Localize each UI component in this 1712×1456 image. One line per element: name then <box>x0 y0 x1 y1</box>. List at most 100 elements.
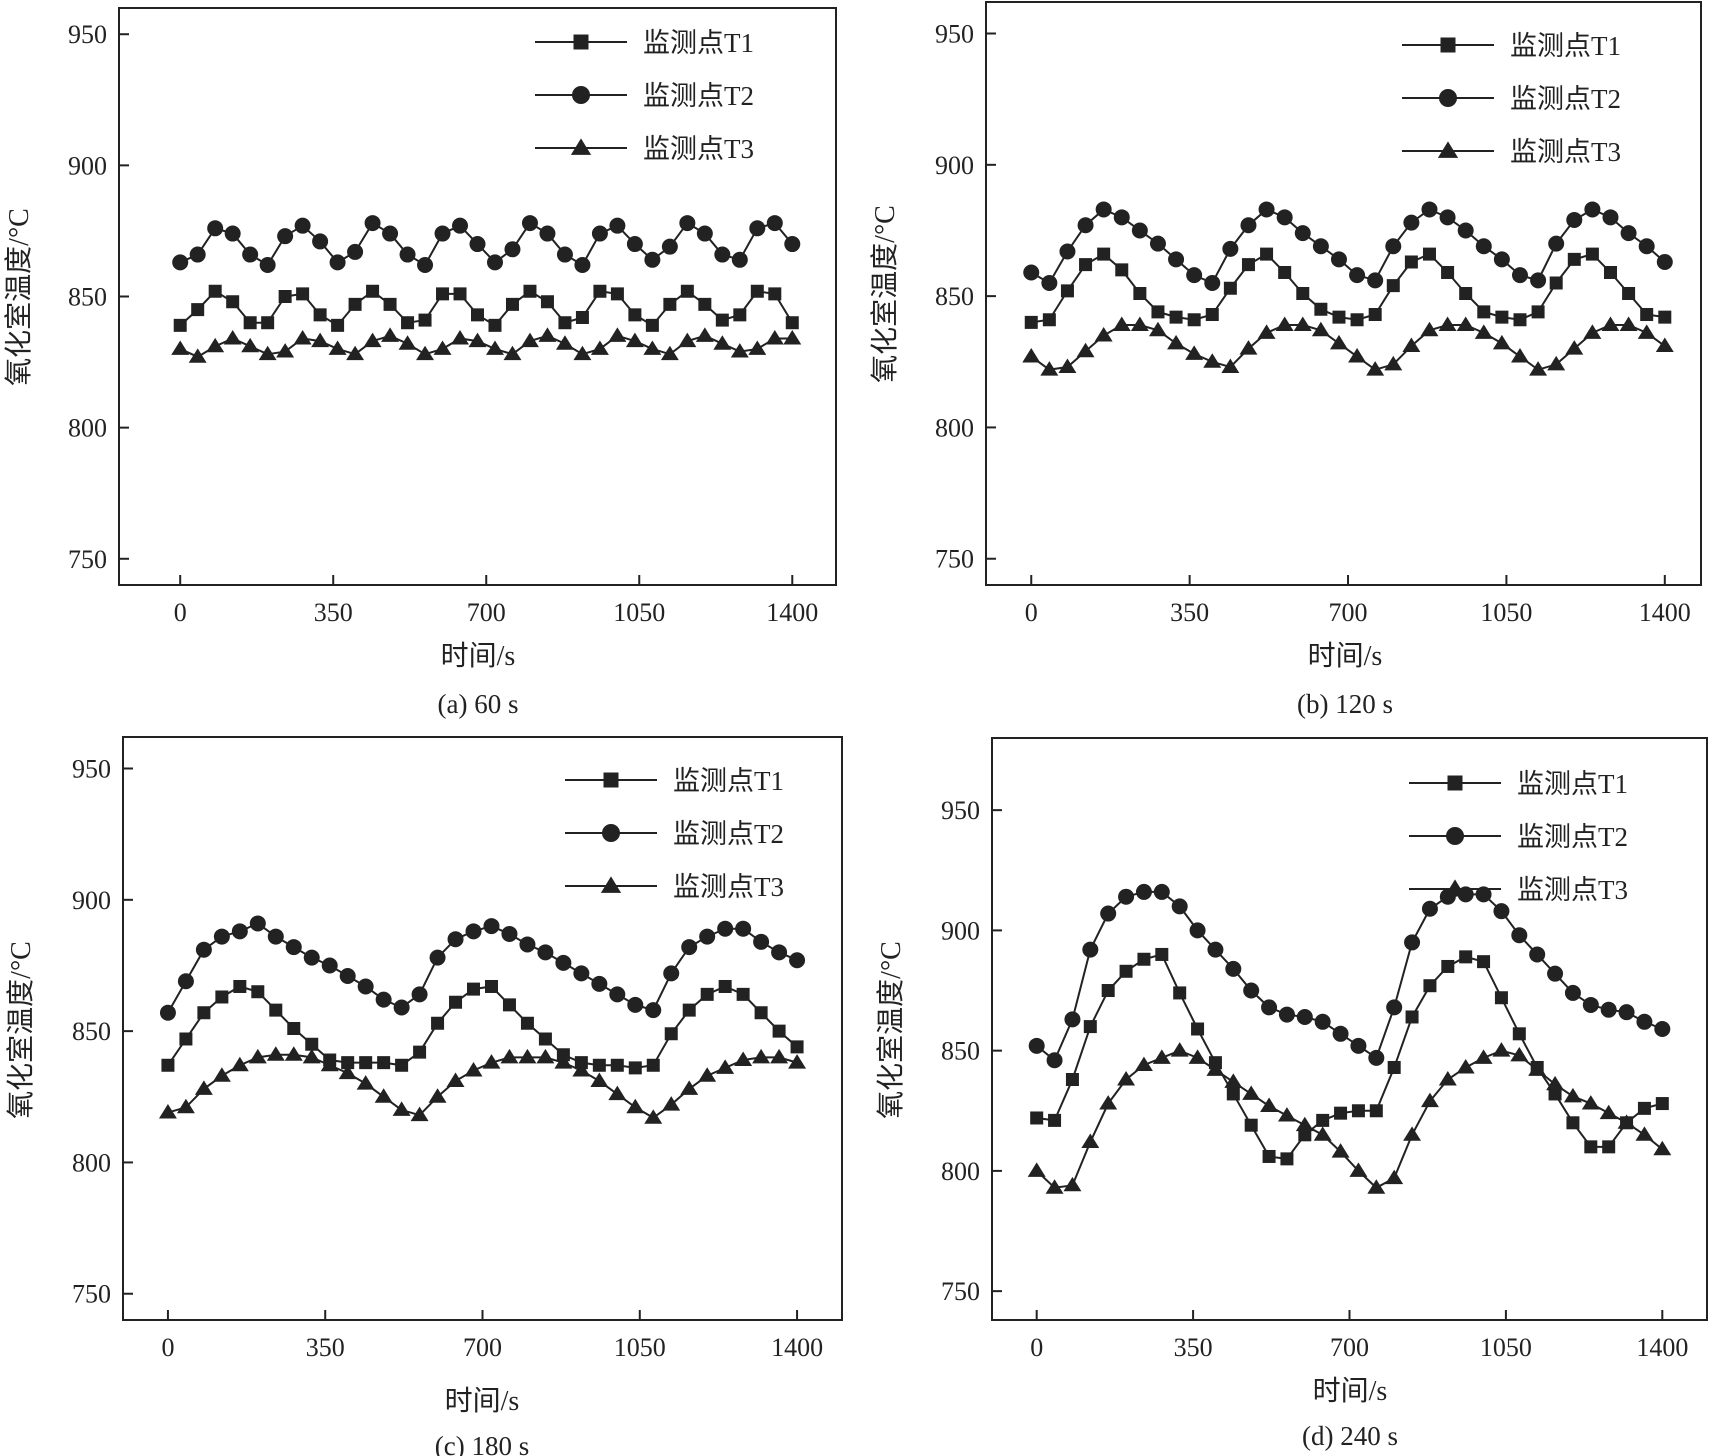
data-point <box>258 345 277 361</box>
panel-caption: (d) 240 s <box>1302 1421 1398 1451</box>
legend-label: 监测点T3 <box>673 872 784 902</box>
data-point <box>341 1056 355 1070</box>
data-point <box>401 316 415 330</box>
data-point <box>1477 955 1491 969</box>
data-point <box>433 340 452 355</box>
data-point <box>231 923 248 940</box>
data-point <box>627 996 644 1013</box>
data-point <box>1638 238 1655 255</box>
data-point <box>521 215 538 232</box>
data-point <box>1149 235 1166 252</box>
legend-label: 监测点T2 <box>1510 84 1621 114</box>
data-point <box>696 225 713 242</box>
data-point <box>503 345 522 361</box>
data-point <box>1295 1116 1314 1132</box>
data-point <box>1028 1037 1045 1054</box>
data-point <box>158 1104 177 1119</box>
data-point <box>486 254 503 271</box>
data-point <box>575 310 589 324</box>
legend-entry: 监测点T1 <box>565 766 784 796</box>
data-point <box>339 967 356 984</box>
series-circle <box>1028 883 1671 1069</box>
data-point <box>471 308 484 322</box>
legend: 监测点T1 监测点T2 监测点T3 <box>1402 31 1621 167</box>
data-point <box>1076 342 1095 358</box>
data-point <box>1042 313 1056 327</box>
data-point <box>1058 358 1077 374</box>
y-tick-label: 750 <box>941 1277 980 1306</box>
data-point <box>1312 238 1329 255</box>
data-point <box>1510 1046 1529 1062</box>
data-point <box>1529 361 1548 376</box>
data-point <box>313 308 327 322</box>
data-point <box>417 257 434 274</box>
data-point <box>1656 253 1673 270</box>
data-point <box>1185 345 1204 360</box>
data-point <box>518 1048 537 1064</box>
data-point <box>750 284 764 298</box>
data-point <box>784 236 801 253</box>
data-point <box>259 257 276 274</box>
data-point <box>261 316 275 330</box>
series-triangle <box>158 1046 807 1124</box>
data-point <box>1583 324 1602 339</box>
data-point <box>1027 1162 1046 1177</box>
data-point <box>453 287 467 301</box>
data-point <box>348 297 362 311</box>
data-point <box>1493 903 1510 920</box>
y-tick-label: 950 <box>72 755 111 784</box>
data-point <box>1384 355 1403 371</box>
data-point <box>555 954 572 971</box>
data-point <box>1658 310 1672 324</box>
data-point <box>1475 886 1492 903</box>
data-point <box>338 1064 357 1080</box>
data-point <box>609 217 626 234</box>
series-square <box>161 979 804 1075</box>
data-point <box>790 1040 804 1054</box>
x-axis-title: 时间/s <box>1313 1375 1388 1407</box>
data-point <box>248 1048 267 1064</box>
data-point <box>1549 276 1563 290</box>
data-point <box>538 1032 552 1046</box>
data-point <box>1456 316 1475 331</box>
data-point <box>1477 305 1491 319</box>
data-point <box>366 284 380 298</box>
data-point <box>416 345 435 361</box>
data-point <box>363 332 382 348</box>
series-line <box>167 1053 798 1119</box>
data-point <box>1511 927 1528 944</box>
data-point <box>523 284 537 298</box>
data-point <box>1082 941 1099 958</box>
data-point <box>1223 281 1237 295</box>
data-point <box>359 1056 373 1070</box>
data-point <box>243 316 257 330</box>
data-point <box>536 1048 555 1064</box>
y-tick-label: 750 <box>68 545 107 574</box>
data-point <box>573 345 592 361</box>
data-point <box>1023 264 1040 281</box>
data-point <box>1257 324 1276 339</box>
legend-entry: 监测点T3 <box>1409 875 1628 905</box>
data-point <box>177 973 194 990</box>
legend-marker <box>1444 879 1466 896</box>
data-point <box>644 251 661 268</box>
data-point <box>718 979 732 993</box>
data-point <box>500 1048 519 1064</box>
data-point <box>1423 979 1437 993</box>
data-point <box>1130 316 1149 331</box>
data-point <box>1618 1004 1635 1021</box>
data-point <box>768 287 782 301</box>
data-point <box>1332 310 1346 324</box>
data-point <box>346 345 365 361</box>
y-tick-label: 950 <box>941 796 980 825</box>
y-tick-label: 850 <box>941 1037 980 1066</box>
data-point <box>1528 1061 1547 1076</box>
data-point <box>1077 217 1094 234</box>
data-point <box>486 340 504 355</box>
y-tick-label: 900 <box>941 916 980 945</box>
data-point <box>1097 247 1111 261</box>
data-point <box>1135 883 1152 900</box>
data-point <box>1582 996 1599 1013</box>
x-tick-label: 1050 <box>1480 1333 1532 1362</box>
